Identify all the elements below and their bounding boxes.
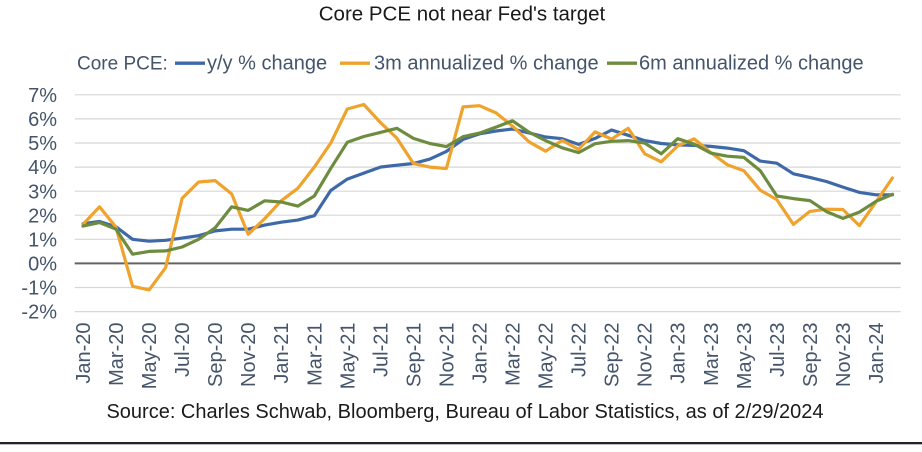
svg-text:Nov-21: Nov-21 [436,323,458,387]
svg-text:Nov-22: Nov-22 [635,323,657,387]
svg-text:Core PCE not near Fed's target: Core PCE not near Fed's target [319,3,606,26]
svg-text:6m annualized % change: 6m annualized % change [639,53,864,75]
svg-text:Jan-21: Jan-21 [271,323,293,384]
svg-text:Mar-21: Mar-21 [304,323,326,386]
svg-text:y/y % change: y/y % change [207,53,327,75]
svg-text:May-21: May-21 [337,323,359,390]
svg-text:May-23: May-23 [734,323,756,390]
svg-text:Source: Charles Schwab, Bloomb: Source: Charles Schwab, Bloomberg, Burea… [106,401,823,423]
svg-text:3m annualized % change: 3m annualized % change [374,53,599,75]
svg-text:Sep-23: Sep-23 [800,323,822,388]
svg-text:Jan-22: Jan-22 [470,323,492,384]
svg-text:Jul-23: Jul-23 [767,323,789,377]
svg-text:Jan-24: Jan-24 [866,323,888,384]
svg-text:7%: 7% [28,85,57,107]
svg-text:-1%: -1% [21,278,57,300]
svg-text:Core PCE:: Core PCE: [77,54,168,75]
svg-text:Nov-20: Nov-20 [238,323,260,387]
svg-text:0%: 0% [28,254,57,276]
svg-text:Mar-22: Mar-22 [503,323,525,386]
svg-text:Sep-22: Sep-22 [602,323,624,388]
svg-text:Jul-21: Jul-21 [370,323,392,377]
svg-text:Jul-20: Jul-20 [172,323,194,377]
svg-text:5%: 5% [28,133,57,155]
svg-text:Jan-20: Jan-20 [73,323,95,384]
svg-text:Mar-20: Mar-20 [106,323,128,386]
svg-text:Mar-23: Mar-23 [701,323,723,386]
svg-text:May-20: May-20 [139,323,161,390]
svg-text:Jan-23: Jan-23 [668,323,690,384]
svg-text:May-22: May-22 [536,323,558,390]
svg-text:Sep-21: Sep-21 [403,323,425,388]
svg-text:3%: 3% [28,181,57,203]
svg-text:2%: 2% [28,205,57,227]
svg-text:1%: 1% [28,229,57,251]
svg-text:4%: 4% [28,157,57,179]
svg-text:-2%: -2% [21,302,57,324]
svg-text:6%: 6% [28,109,57,131]
svg-text:Sep-20: Sep-20 [205,323,227,388]
svg-text:Nov-23: Nov-23 [833,323,855,387]
svg-text:Jul-22: Jul-22 [569,323,591,377]
